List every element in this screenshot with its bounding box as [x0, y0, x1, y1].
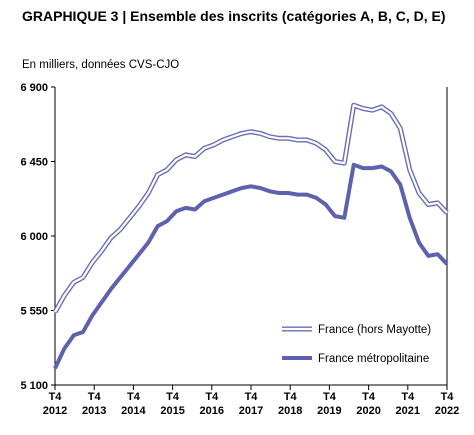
x-tick-quarter-label: T4: [245, 391, 259, 403]
x-tick-year-label: 2013: [82, 405, 106, 417]
chart-title: GRAPHIQUE 3 | Ensemble des inscrits (cat…: [22, 8, 446, 24]
x-tick-quarter-label: T4: [127, 391, 141, 403]
x-tick-quarter-label: T4: [284, 391, 298, 403]
x-tick-year-label: 2012: [43, 405, 67, 417]
y-tick-label: 5 100: [20, 380, 48, 392]
x-tick-quarter-label: T4: [441, 391, 455, 403]
chart-axes: 5 100 5 550 6 000 6 450 6 900 T4 2012 T4 2013 T4 2…: [20, 82, 459, 417]
y-tick-label: 5 550: [20, 306, 48, 318]
chart-subtitle: En milliers, données CVS-CJO: [22, 59, 180, 71]
x-tick-year-label: 2016: [200, 405, 224, 417]
chart-series: [52, 102, 449, 370]
chart-legend: France (hors Mayotte) France métropolitai…: [273, 316, 443, 372]
x-tick-quarter-label: T4: [166, 391, 180, 403]
y-tick-label: 6 450: [20, 157, 48, 169]
legend-box: [273, 316, 443, 372]
x-tick-year-label: 2021: [396, 405, 420, 417]
x-tick-quarter-label: T4: [49, 391, 63, 403]
x-tick-year-label: 2020: [356, 405, 380, 417]
x-tick-year-label: 2019: [317, 405, 341, 417]
legend-label-metro: France métropolitaine: [318, 353, 429, 365]
y-tick-label: 6 900: [20, 82, 48, 94]
x-tick-quarter-label: T4: [205, 391, 219, 403]
x-tick-year-label: 2022: [435, 405, 459, 417]
series-france-hors-mayotte-line: [54, 104, 448, 313]
x-tick-quarter-label: T4: [362, 391, 376, 403]
series-france-metropolitaine-line: [53, 162, 449, 370]
x-tick-year-label: 2017: [239, 405, 263, 417]
y-tick-label: 6 000: [20, 231, 48, 243]
x-tick-quarter-label: T4: [88, 391, 102, 403]
x-tick-year-label: 2015: [160, 405, 184, 417]
legend-label-france: France (hors Mayotte): [318, 324, 431, 336]
x-tick-quarter-label: T4: [323, 391, 337, 403]
x-tick-year-label: 2018: [278, 405, 302, 417]
x-tick-year-label: 2014: [121, 405, 146, 417]
series-france-hors-mayotte-outline: [52, 102, 449, 314]
x-tick-quarter-label: T4: [401, 391, 415, 403]
